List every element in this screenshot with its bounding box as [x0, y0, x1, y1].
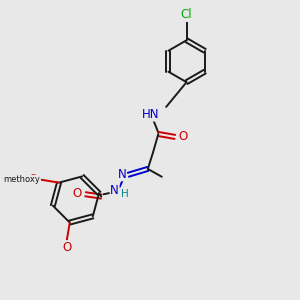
Text: O: O — [62, 241, 71, 254]
Text: Cl: Cl — [181, 8, 192, 21]
Text: N: N — [110, 184, 119, 197]
Text: O: O — [178, 130, 188, 143]
Text: methoxy: methoxy — [4, 175, 41, 184]
Text: O: O — [73, 187, 82, 200]
Text: O: O — [28, 173, 38, 186]
Text: HN: HN — [142, 108, 160, 121]
Text: N: N — [118, 168, 126, 181]
Text: H: H — [121, 189, 128, 199]
